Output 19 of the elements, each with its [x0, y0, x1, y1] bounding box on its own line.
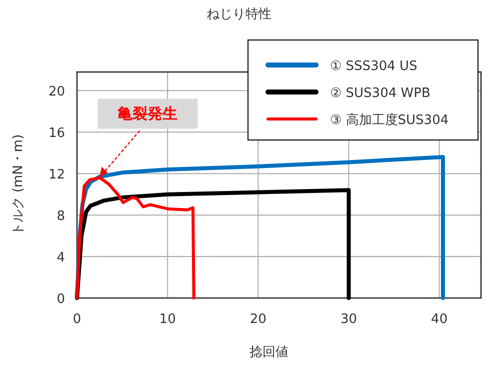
y-tick-label: 8: [56, 209, 65, 224]
y-tick-label: 16: [48, 126, 65, 142]
legend-label: ① SSS304 US: [330, 59, 418, 74]
annotation: 亀裂発生: [116, 104, 178, 123]
x-tick-label: 10: [159, 312, 176, 327]
x-axis-title: 捻回値: [250, 345, 288, 360]
chart-title: ねじり特性: [206, 7, 272, 22]
x-tick-label: 0: [72, 312, 82, 327]
y-tick-label: 20: [48, 84, 65, 100]
x-tick-label: 30: [340, 312, 358, 327]
line-series: [76, 176, 196, 300]
y-tick-label: 4: [56, 250, 65, 266]
legend-label: ③ 高加工度SUS304: [330, 112, 449, 128]
y-axis-title: トルク (mN・m): [11, 134, 26, 236]
y-tick-label: 12: [48, 168, 65, 183]
legend-label: ② SUS304 WPB: [330, 86, 430, 101]
x-tick-label: 40: [431, 312, 448, 327]
y-tick-label: 0: [56, 292, 65, 307]
x-tick-label: 20: [250, 312, 266, 327]
